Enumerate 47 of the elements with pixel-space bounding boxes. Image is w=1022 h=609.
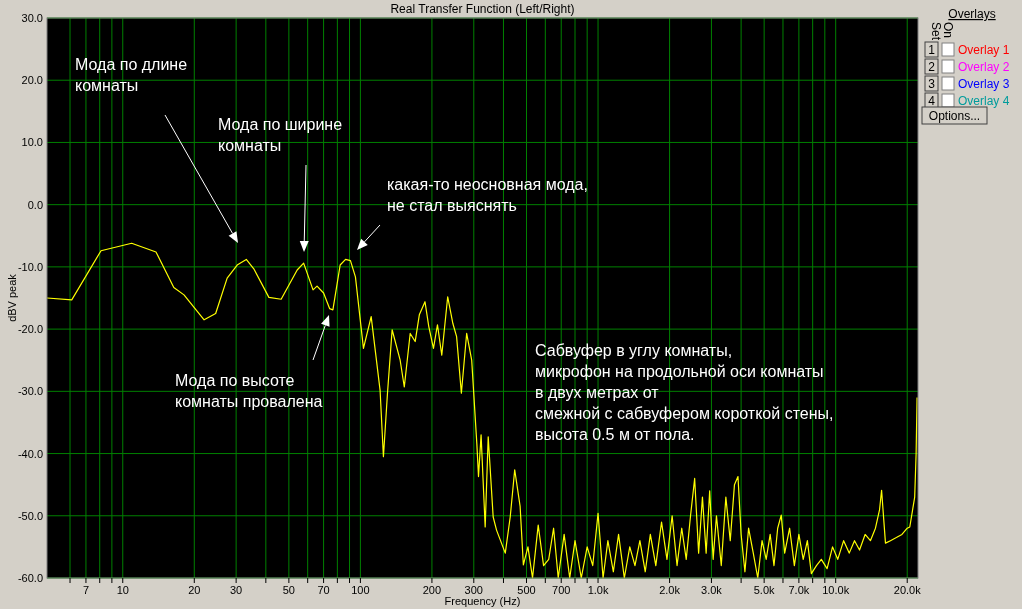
x-tick-label: 1.0k xyxy=(587,584,609,596)
y-axis-title: dBV peak xyxy=(6,273,18,322)
x-tick-label: 300 xyxy=(464,584,483,596)
annotation: Сабвуфер в углу комнаты, микрофон на продольной оси комнаты в двух метрах от смежной с сабвуфером короткой стены, высота 0.5 м от пола. xyxy=(535,342,834,443)
button: 1 xyxy=(924,41,939,58)
x-axis-title: Frequency (Hz) xyxy=(444,595,521,607)
annotation: Мода по высоте комнаты провалена xyxy=(175,372,323,410)
x-tick-label: 5.0k xyxy=(753,584,776,596)
x-tick-label: 100 xyxy=(351,584,370,596)
x-tick-label: 700 xyxy=(552,584,571,596)
x-tick-label: 30 xyxy=(230,584,243,596)
y-tick-label: -40.0 xyxy=(17,447,43,460)
x-tick-label: 3.0k xyxy=(701,584,723,596)
text: Overlay 3 xyxy=(958,77,1010,91)
y-tick-label: -20.0 xyxy=(17,323,43,336)
annotation: какая-то неосновная мода, не стал выяснять xyxy=(387,176,588,214)
button: 2 xyxy=(924,58,939,75)
x-tick-label: 50 xyxy=(282,584,295,596)
x-tick-label: 7.0k xyxy=(788,584,810,596)
x-tick-label: 200 xyxy=(422,584,442,596)
y-tick-label: 30.0 xyxy=(21,12,43,24)
text: Set xyxy=(929,22,943,41)
x-tick-label: 500 xyxy=(517,584,536,596)
text: On xyxy=(941,22,955,39)
x-tick-label: 7 xyxy=(82,584,89,596)
x-tick-label: 70 xyxy=(317,584,330,596)
button: 3 xyxy=(924,75,939,92)
x-tick-label: 20.0k xyxy=(893,584,922,596)
text: Overlay 1 xyxy=(958,43,1010,57)
y-tick-label: 20.0 xyxy=(21,74,43,87)
annotation: Мода по длине комнаты xyxy=(75,56,188,94)
x-tick-label: 20 xyxy=(188,584,201,596)
text: Overlay 4 xyxy=(958,94,1010,108)
y-tick-label: -10.0 xyxy=(17,260,43,273)
text: Overlays xyxy=(948,7,996,21)
text: Overlay 2 xyxy=(958,60,1010,74)
x-tick-label: 10.0k xyxy=(822,584,850,596)
y-tick-label: -60.0 xyxy=(17,572,43,584)
x-tick-label: 2.0k xyxy=(659,584,681,596)
chart-title: Real Transfer Function (Left/Right) xyxy=(390,2,575,16)
y-tick-label: 10.0 xyxy=(21,136,43,149)
x-tick-label: 10 xyxy=(116,584,129,596)
button: Options... xyxy=(921,106,988,125)
y-tick-label: -30.0 xyxy=(17,385,43,398)
annotation: Мода по ширине комнаты xyxy=(218,116,343,154)
y-tick-label: 0.0 xyxy=(27,198,43,211)
y-tick-label: -50.0 xyxy=(17,509,43,522)
